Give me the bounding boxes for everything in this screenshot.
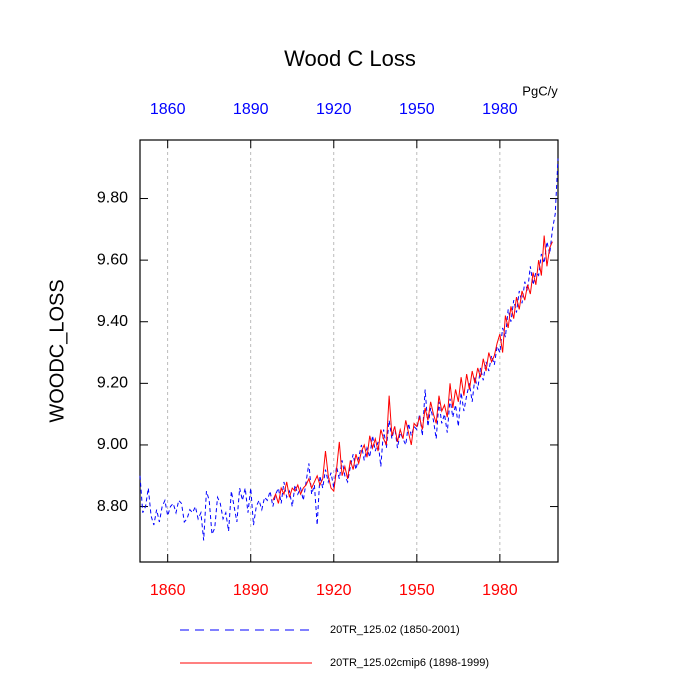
x-tick-label-top: 1860	[150, 101, 186, 118]
x-tick-label: 1860	[150, 582, 186, 599]
x-tick-label: 1890	[233, 582, 269, 599]
x-tick-label-top: 1950	[399, 101, 435, 118]
legend-label: 20TR_125.02 (1850-2001)	[330, 624, 460, 636]
series-line	[272, 235, 553, 504]
x-tick-label: 1920	[316, 582, 352, 599]
y-tick-label: 9.60	[97, 251, 128, 268]
y-tick-label: 9.00	[97, 436, 128, 453]
y-tick-label: 9.80	[97, 190, 128, 207]
units-label: PgC/y	[522, 83, 558, 98]
x-tick-label-top: 1890	[233, 101, 269, 118]
y-axis-label: WOODC_LOSS	[46, 279, 68, 422]
x-tick-label-top: 1980	[482, 101, 518, 118]
legend-label: 20TR_125.02cmip6 (1898-1999)	[330, 657, 489, 669]
y-tick-label: 9.20	[97, 375, 128, 392]
y-tick-label: 9.40	[97, 313, 128, 330]
plot-frame	[139, 139, 559, 563]
y-tick-label: 8.80	[97, 498, 128, 515]
x-tick-label-top: 1920	[316, 101, 352, 118]
x-tick-label: 1950	[399, 582, 435, 599]
chart-title: Wood C Loss	[284, 46, 416, 71]
series-line	[139, 158, 559, 541]
x-tick-label: 1980	[482, 582, 518, 599]
